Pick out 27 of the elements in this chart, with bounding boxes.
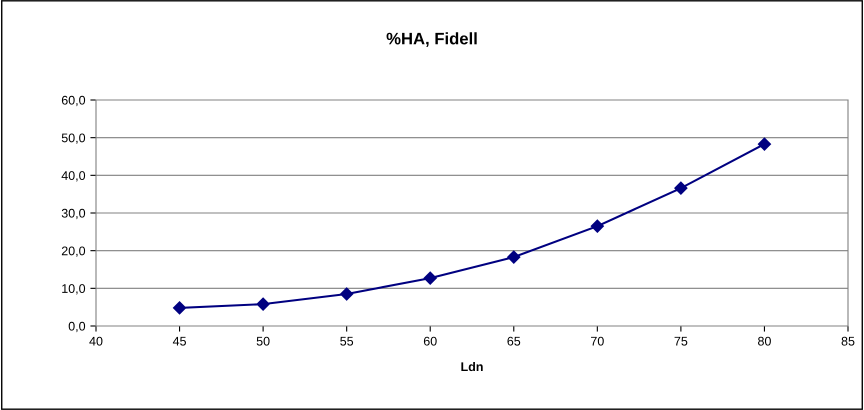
point [507,250,520,264]
y-tick-label: 60,0 [62,96,86,106]
point [674,182,688,195]
x-tick-label: 40 [89,336,102,346]
point [590,220,604,233]
y-tick-label: 10,0 [62,284,86,294]
x-tick-label: 65 [507,336,520,346]
x-tick-label: 55 [340,336,354,346]
y-tick-label: 40,0 [62,171,86,182]
point [424,272,437,285]
y-tick-label: 30,0 [62,208,86,220]
x-tick-label: 75 [674,336,688,346]
x-tick-label: 50 [256,336,270,346]
chart-title: %HA, Fidell [386,32,477,47]
x-tick-label: 70 [591,336,604,346]
x-tick-label: 45 [172,336,186,346]
point [256,298,270,311]
y-tick-label: 20,0 [62,246,86,257]
y-tick-label: 0,0 [68,322,86,332]
point [340,287,354,301]
x-tick-label: 80 [758,336,771,346]
y-tick-label: 50,0 [62,133,86,144]
point [758,137,772,151]
x-tick-label: 85 [842,336,854,346]
x-axis-title: Ldn [461,362,483,372]
point [172,301,186,315]
x-tick-label: 60 [424,336,437,346]
